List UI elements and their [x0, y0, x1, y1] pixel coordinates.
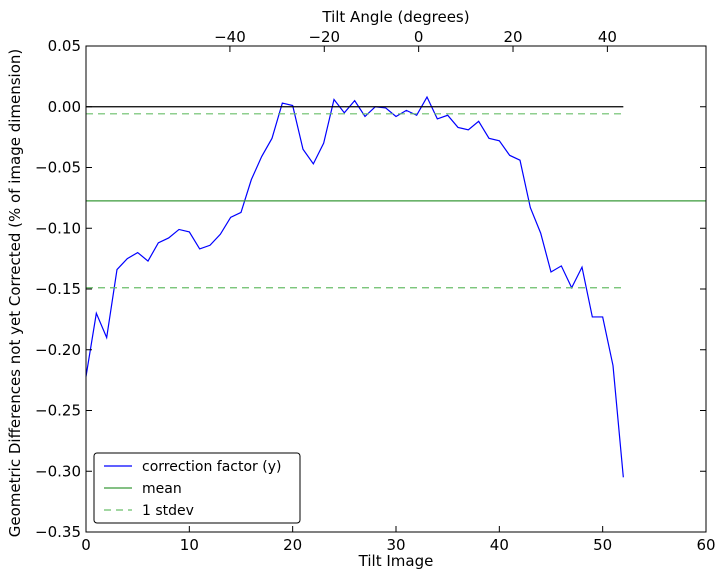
- y-tick-label-7: 0.00: [48, 98, 81, 116]
- legend-label-2: 1 stdev: [142, 503, 194, 519]
- series-lines: [85, 95, 706, 478]
- legend-label-1: mean: [142, 481, 182, 497]
- x-tick-label-3: 30: [386, 536, 405, 554]
- x-tick-label-2: 20: [283, 536, 302, 554]
- legend-label-0: correction factor (y): [142, 459, 281, 475]
- top-tick-label-3: 20: [503, 28, 522, 46]
- x-axis-title: Tilt Image: [358, 552, 434, 570]
- y-tick-label-3: −0.20: [35, 341, 81, 359]
- y-tick-label-2: −0.25: [35, 402, 81, 420]
- y-tick-label-4: −0.15: [35, 280, 81, 298]
- y-tick-label-1: −0.30: [35, 462, 81, 480]
- x-tick-label-1: 10: [180, 536, 199, 554]
- x-tick-label-5: 50: [593, 536, 612, 554]
- top-tick-label-1: −20: [308, 28, 340, 46]
- top-tick-label-2: 0: [414, 28, 424, 46]
- y-tick-label-5: −0.10: [35, 219, 81, 237]
- x-tick-label-0: 0: [81, 536, 91, 554]
- y-tick-label-0: −0.35: [35, 523, 81, 541]
- top-tick-label-4: 40: [598, 28, 617, 46]
- y-tick-label-8: 0.05: [48, 37, 81, 55]
- legend-box: [93, 452, 301, 524]
- y-tick-label-6: −0.05: [35, 159, 81, 177]
- y-axis-title: Geometric Differences not yet Corrected …: [6, 49, 24, 538]
- top-axis-title: Tilt Angle (degrees): [321, 8, 469, 26]
- series-line-0: [85, 95, 624, 478]
- x-tick-label-4: 40: [490, 536, 509, 554]
- tick-labels: 0 10 20 30 40 50 60 −0.35 −0.30 −0.25 −0.20 −0.15 −0…: [35, 28, 716, 554]
- x-tick-label-6: 60: [696, 536, 715, 554]
- legend: correction factor (y) mean 1 stdev: [93, 452, 301, 524]
- axis-ticks: [85, 45, 707, 533]
- top-tick-label-0: −40: [214, 28, 246, 46]
